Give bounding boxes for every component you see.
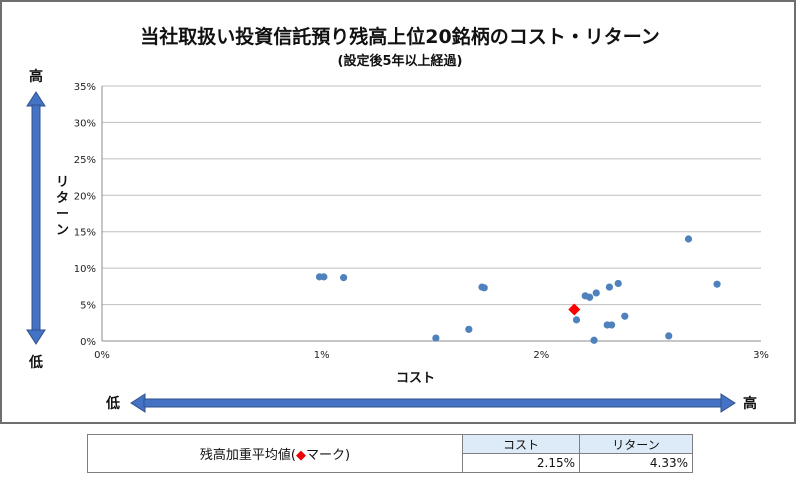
x-arrow-right-head [720,393,736,413]
chart-frame [0,0,796,424]
x-arrow-left-head [130,393,146,413]
summary-table: 残高加重平均値(◆マーク) コスト リターン 2.15% 4.33% [87,434,693,473]
y-axis-title: リターン [56,175,69,238]
data-point [320,273,328,281]
x-tick-label: 1% [314,350,330,361]
y-tick-label: 35% [74,82,96,93]
data-point [621,312,629,320]
data-point [590,336,598,344]
y-tick-label: 30% [74,118,96,129]
data-point [480,284,488,292]
chart-title: 当社取扱い投資信託預り残高上位20銘柄のコスト・リターン [140,26,660,48]
y-tick-label: 0% [80,337,96,348]
data-point [465,325,473,333]
return-header: リターン [579,434,693,454]
y-tick-label: 20% [74,191,96,202]
y-tick-label: 15% [74,228,96,239]
y-axis-title-char: タ [56,191,69,206]
y-arrow-up-head [26,91,46,107]
y-axis-title-char: ー [56,207,69,222]
data-point [608,321,616,329]
x-arrow-shaft [143,398,723,408]
data-point [586,293,594,301]
cost-header: コスト [462,434,580,454]
data-point [665,332,673,340]
x-low-label: 低 [105,395,120,412]
y-tick-label: 10% [74,264,96,275]
y-tick-label: 5% [80,301,96,312]
summary-label-suffix: マーク) [306,448,351,463]
x-high-label: 高 [743,395,757,412]
y-arrow-down-head [26,329,46,345]
data-point [340,274,348,282]
summary-label: 残高加重平均値(◆マーク) [87,434,463,473]
x-tick-label: 2% [533,350,549,361]
average-marker-icon: ◆ [296,448,306,463]
data-point [614,279,622,288]
data-point [432,334,440,342]
data-point [605,283,614,291]
cost-value: 2.15% [462,453,580,473]
data-point [684,235,693,243]
data-point [592,289,600,297]
scatter-chart: 0%5%10%15%20%25%30%35%0% 1% 2% 3%コストリターン高低低… [26,68,769,413]
data-point [713,280,721,288]
x-tick-label: 0% [94,350,110,361]
y-axis-title-char: ン [56,223,69,238]
return-value: 4.33% [579,453,693,473]
chart-subtitle: (設定後5年以上経過) [337,54,463,69]
summary-label-prefix: 残高加重平均値( [199,448,296,463]
average-point [568,303,581,316]
y-axis-title-char: リ [56,175,69,190]
data-point [572,316,581,324]
y-high-label: 高 [29,68,43,85]
x-axis-title: コスト [396,371,435,386]
y-tick-label: 25% [74,155,96,166]
x-tick-label: 3% [753,350,769,361]
y-low-label: 低 [28,354,43,371]
y-arrow-shaft [31,104,41,331]
